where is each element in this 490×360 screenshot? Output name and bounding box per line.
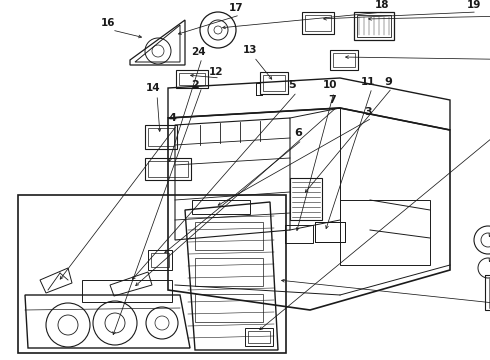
Text: 19: 19 [467,0,481,10]
Bar [18,195,286,353]
Bar [305,15,331,31]
Bar [179,73,205,85]
Bar [195,294,263,322]
Text: 18: 18 [375,0,389,10]
Bar [148,161,188,177]
Bar [260,72,288,94]
Bar [357,15,391,37]
Text: 10: 10 [323,80,337,90]
Bar [195,258,263,286]
Bar [176,70,208,88]
Bar [485,275,490,310]
Text: 5: 5 [288,80,296,90]
Text: 4: 4 [168,113,176,123]
Bar [148,250,172,270]
Bar [290,178,322,220]
Bar [354,12,394,40]
Bar [245,328,273,346]
Text: 6: 6 [294,128,302,138]
Bar [263,75,285,91]
Text: 12: 12 [209,67,223,77]
Bar [82,280,172,302]
Bar [145,158,191,180]
Bar [285,225,313,243]
Bar [248,331,270,343]
Bar [302,12,334,34]
Bar [333,53,355,67]
Bar [151,253,169,267]
Text: 2: 2 [191,80,199,90]
Bar [192,200,250,214]
Text: 14: 14 [146,83,160,93]
Text: 24: 24 [191,47,205,57]
Text: 17: 17 [229,3,244,13]
Text: 9: 9 [384,77,392,87]
Bar [195,222,263,250]
Text: 11: 11 [361,77,375,87]
Bar [148,128,174,146]
Text: 16: 16 [101,18,115,28]
Bar [315,222,345,242]
Bar [145,125,177,149]
Text: 13: 13 [243,45,257,55]
Text: 3: 3 [364,107,372,117]
Bar [330,50,358,70]
Text: 7: 7 [328,95,336,105]
